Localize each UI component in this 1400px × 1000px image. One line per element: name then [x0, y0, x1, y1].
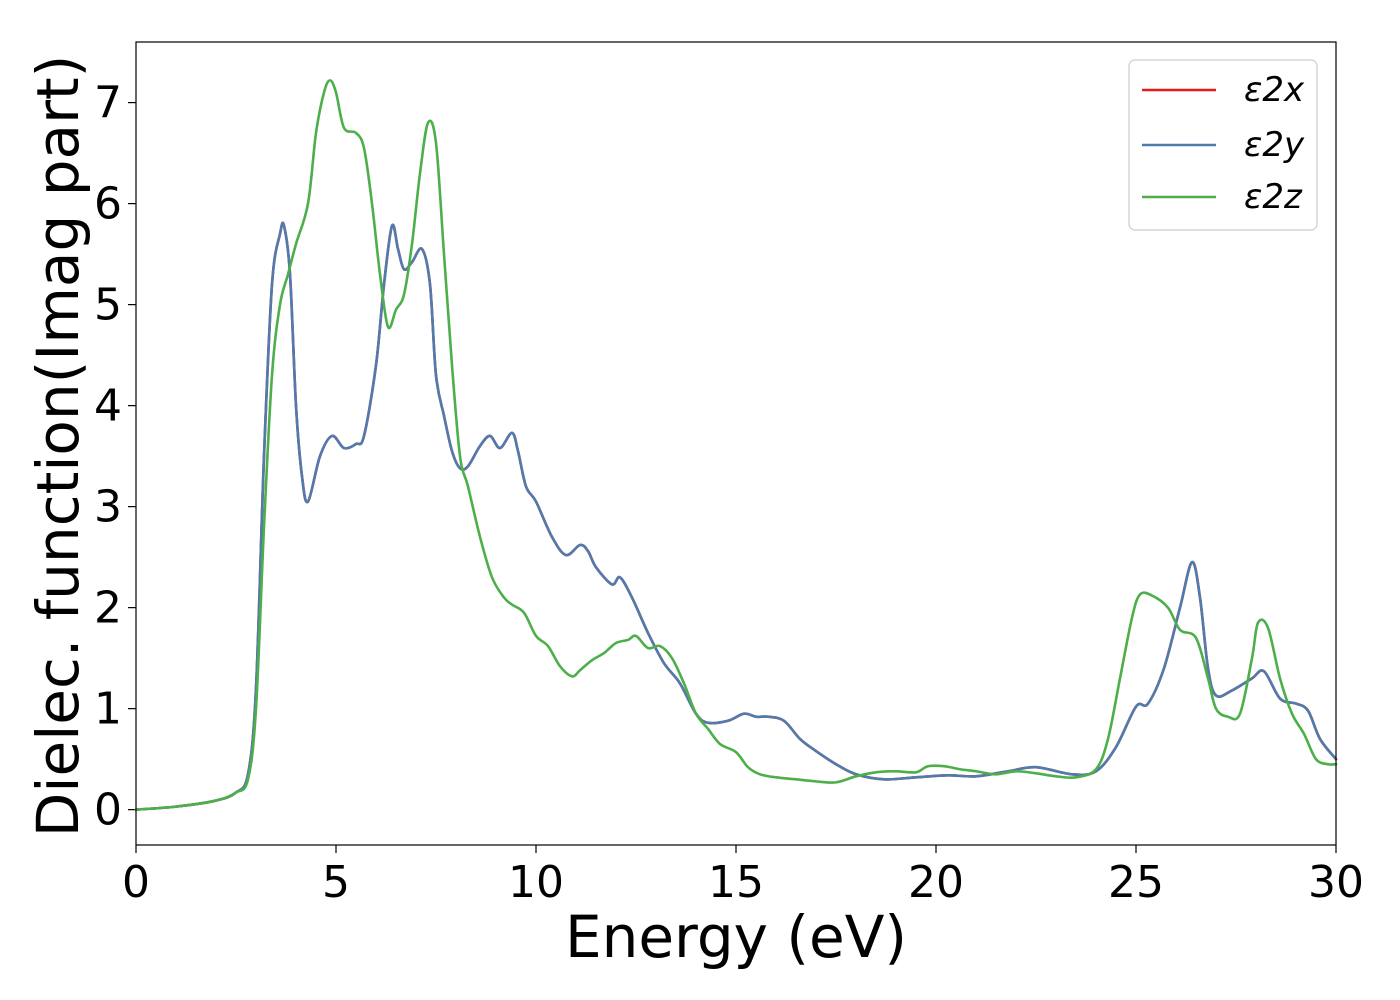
x-tick-label: 20 — [908, 857, 964, 908]
x-tick-label: 30 — [1308, 857, 1364, 908]
legend: ε2x ε2y ε2z — [1128, 59, 1318, 231]
series-line-epsilon2-x — [134, 221, 1338, 811]
legend-label-z: ε2z — [1244, 177, 1303, 217]
series-line-epsilon2-z — [134, 79, 1338, 811]
x-axis-label: Energy (eV) — [565, 903, 907, 971]
legend-box — [1128, 59, 1318, 231]
y-tick-label: 7 — [94, 78, 122, 129]
y-axis-label: Dielec. function(Imag part) — [24, 55, 92, 838]
tick-layer: 0 5 10 15 20 25 30 0 1 2 3 4 5 6 7 — [94, 78, 1364, 908]
x-tick-label: 0 — [122, 857, 150, 908]
legend-label-y: ε2y — [1244, 125, 1305, 165]
y-tick-label: 4 — [94, 381, 122, 432]
y-tick-label: 6 — [94, 179, 122, 230]
y-tick-label: 3 — [94, 482, 122, 533]
series-line-epsilon2-y — [134, 221, 1338, 811]
x-tick-label: 25 — [1108, 857, 1164, 908]
plot-frame — [135, 41, 1337, 846]
y-tick-label: 5 — [94, 280, 122, 331]
y-tick-label: 2 — [94, 583, 122, 634]
y-tick-label: 1 — [94, 684, 122, 735]
series-layer — [134, 79, 1338, 811]
x-tick-label: 15 — [708, 857, 764, 908]
legend-label-x: ε2x — [1244, 70, 1305, 110]
x-tick-label: 5 — [322, 857, 350, 908]
x-tick-label: 10 — [508, 857, 564, 908]
y-tick-label: 0 — [94, 785, 122, 836]
